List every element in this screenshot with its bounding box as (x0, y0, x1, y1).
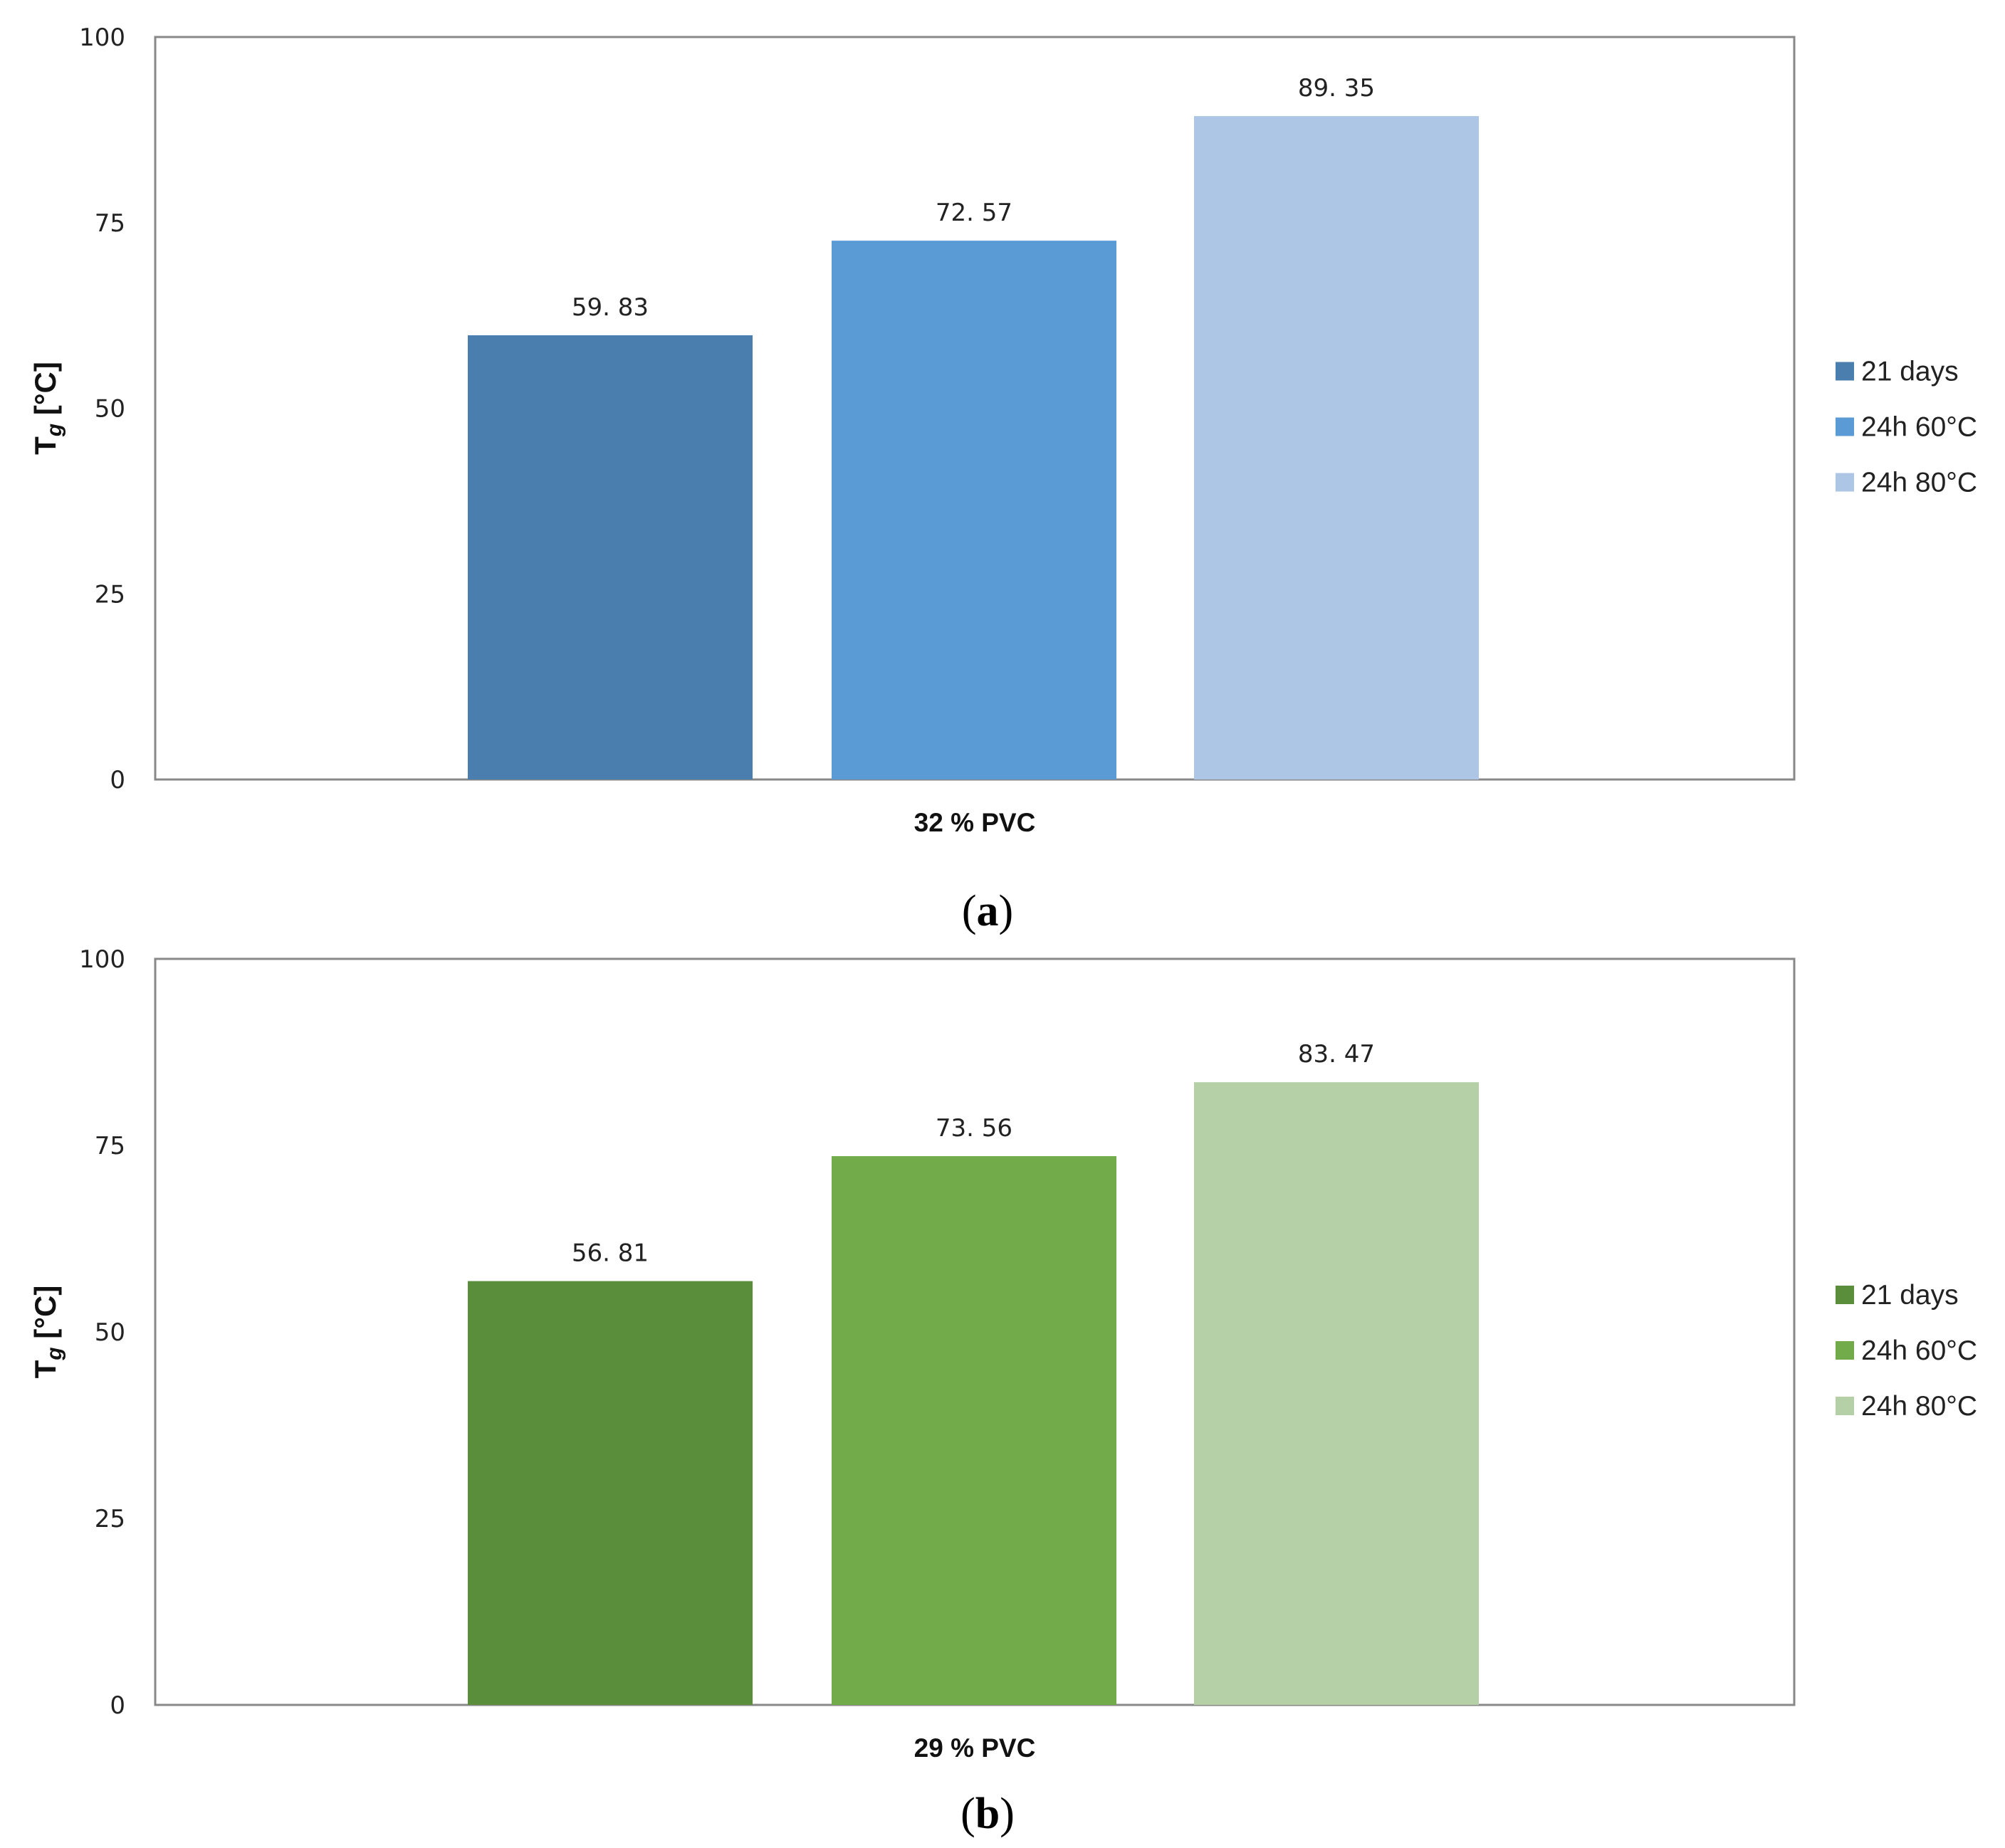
x-category-label-b: 29 % PVC (914, 1733, 1036, 1763)
legend-label-a-1: 21 days (1861, 357, 1959, 387)
y-axis-label-sub-a: g (43, 424, 66, 437)
legend-label-a-2: 24h 60°C (1861, 412, 1977, 443)
bar-a-2 (832, 241, 1116, 779)
caption-letter-a: a (977, 887, 999, 935)
caption-open-b: ( (960, 1790, 975, 1838)
legend-label-b-3: 24h 80°C (1861, 1391, 1977, 1422)
y-axis-label-sub-b: g (43, 1347, 66, 1360)
caption-letter-b: b (975, 1790, 1000, 1838)
y-tick-label-b-75: 75 (95, 1132, 125, 1160)
y-axis-label-unit-a: [°C] (28, 362, 62, 424)
chart-a: 0 25 50 75 100 59. 83 72. 57 89. 35 32 % PVC T… (28, 23, 1977, 935)
y-tick-label-a-25: 25 (95, 580, 125, 609)
legend-swatch-b-2 (1836, 1341, 1854, 1360)
legend-swatch-b-1 (1836, 1286, 1854, 1304)
x-category-label-a: 32 % PVC (914, 808, 1036, 837)
legend-swatch-b-3 (1836, 1397, 1854, 1415)
data-label-a-2: 72. 57 (936, 199, 1012, 227)
y-tick-label-a-50: 50 (95, 395, 125, 424)
legend-swatch-a-1 (1836, 362, 1854, 381)
bar-b-2 (832, 1156, 1116, 1705)
legend-label-a-3: 24h 80°C (1861, 468, 1977, 498)
y-axis-label-main-a: T (28, 436, 62, 455)
panel-caption-b: (b) (960, 1790, 1015, 1838)
bar-a-3 (1194, 116, 1479, 780)
bar-b-1 (468, 1281, 753, 1705)
bar-b-3 (1194, 1082, 1479, 1705)
legend-a: 21 days 24h 60°C 24h 80°C (1836, 357, 1977, 498)
y-tick-label-b-0: 0 (110, 1691, 125, 1720)
legend-label-b-1: 21 days (1861, 1280, 1959, 1311)
legend-b: 21 days 24h 60°C 24h 80°C (1836, 1280, 1977, 1422)
panel-caption-a: (a) (962, 887, 1013, 935)
caption-close-b: ) (1000, 1790, 1015, 1838)
y-tick-label-a-0: 0 (110, 766, 125, 794)
chart-b: 0 25 50 75 100 56. 81 73. 56 83. 47 29 % PVC T… (28, 945, 1977, 1838)
data-label-a-3: 89. 35 (1298, 74, 1375, 103)
bar-a-1 (468, 335, 753, 779)
caption-open-a: ( (962, 887, 977, 935)
caption-close-a: ) (999, 887, 1014, 935)
y-axis-label-b: Tg [°C] (28, 1286, 66, 1379)
data-label-b-1: 56. 81 (572, 1239, 649, 1268)
legend-label-b-2: 24h 60°C (1861, 1335, 1977, 1366)
y-tick-label-b-100: 100 (79, 945, 125, 974)
y-tick-label-a-75: 75 (95, 209, 125, 238)
legend-swatch-a-3 (1836, 473, 1854, 492)
legend-swatch-a-2 (1836, 417, 1854, 436)
y-axis-label-main-b: T (28, 1360, 62, 1378)
y-tick-label-b-25: 25 (95, 1505, 125, 1533)
data-label-b-2: 73. 56 (936, 1114, 1012, 1143)
y-tick-label-a-100: 100 (79, 23, 125, 52)
y-axis-label-a: Tg [°C] (28, 362, 66, 455)
y-tick-label-b-50: 50 (95, 1318, 125, 1347)
data-label-b-3: 83. 47 (1298, 1040, 1375, 1069)
data-label-a-1: 59. 83 (572, 293, 649, 322)
y-axis-label-unit-b: [°C] (28, 1286, 62, 1348)
